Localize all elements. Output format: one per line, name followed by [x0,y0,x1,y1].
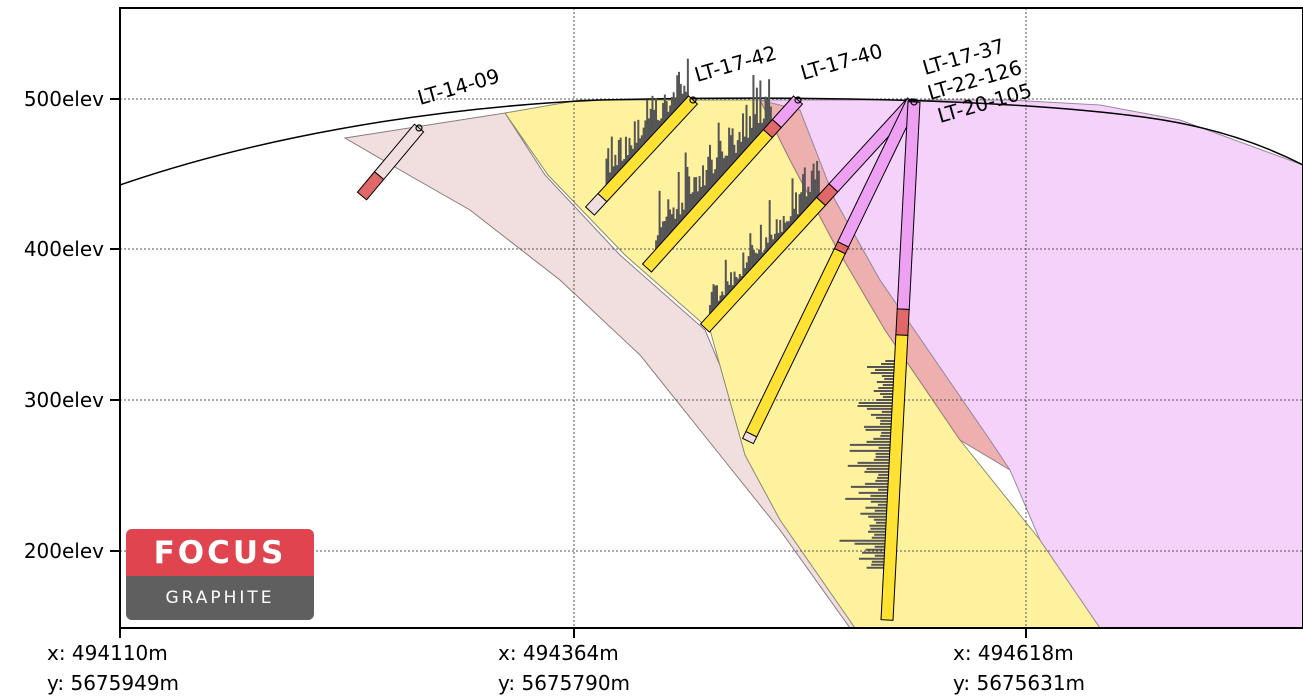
focus-graphite-logo: FOCUS GRAPHITE [126,529,314,620]
drillhole-interval [741,430,758,445]
geology-layers [343,99,1303,628]
elevation-label-300: 300elev [24,388,104,412]
coordinate-axis: x: 494110m y: 5675949m x: 494364m y: 567… [47,641,1085,695]
grid [120,8,1303,628]
drillhole-trace [880,98,921,621]
collar-marker [415,124,423,132]
coordinate-x-label-3: x: 494618m [953,641,1074,665]
elevation-label-500: 500elev [24,87,104,111]
coordinate-x-label-1: x: 494110m [47,641,168,665]
drillhole-interval [641,128,773,273]
drillhole-interval [699,196,827,333]
collar-marker [689,96,697,104]
hole-label-lt-14-09: LT-14-09 [415,64,502,110]
drillhole-trace [584,95,699,216]
ticks [110,98,1027,638]
collar-marker [910,98,918,106]
logo-sub-text: GRAPHITE [165,588,275,608]
drillhole-traces [356,95,921,621]
collar-marker [794,96,802,104]
hole-label-lt-17-42: LT-17-42 [692,41,779,87]
drillhole-trace [641,95,804,273]
elevation-axis: 500elev 400elev 300elev 200elev [24,87,104,563]
coordinate-y-label-2: y: 5675790m [498,671,630,695]
logo-sub-band: GRAPHITE [126,576,314,620]
drillhole-interval [880,334,909,621]
drillhole-trace [356,123,425,201]
coordinate-y-label-1: y: 5675949m [47,671,179,695]
drillhole-interval [584,192,608,216]
elevation-label-400: 400elev [24,237,104,261]
logo-brand-text: FOCUS [153,534,287,571]
logo-brand-band: FOCUS [126,529,314,576]
drillhole-interval [356,171,385,201]
coordinate-y-label-3: y: 5675631m [953,671,1085,695]
coordinate-x-label-2: x: 494364m [498,641,619,665]
elevation-label-200: 200elev [24,539,104,563]
plot-frame [119,7,1303,629]
hole-label-lt-17-40: LT-17-40 [798,39,885,85]
host-rock-unit [343,112,871,628]
drillhole-interval [895,308,910,336]
